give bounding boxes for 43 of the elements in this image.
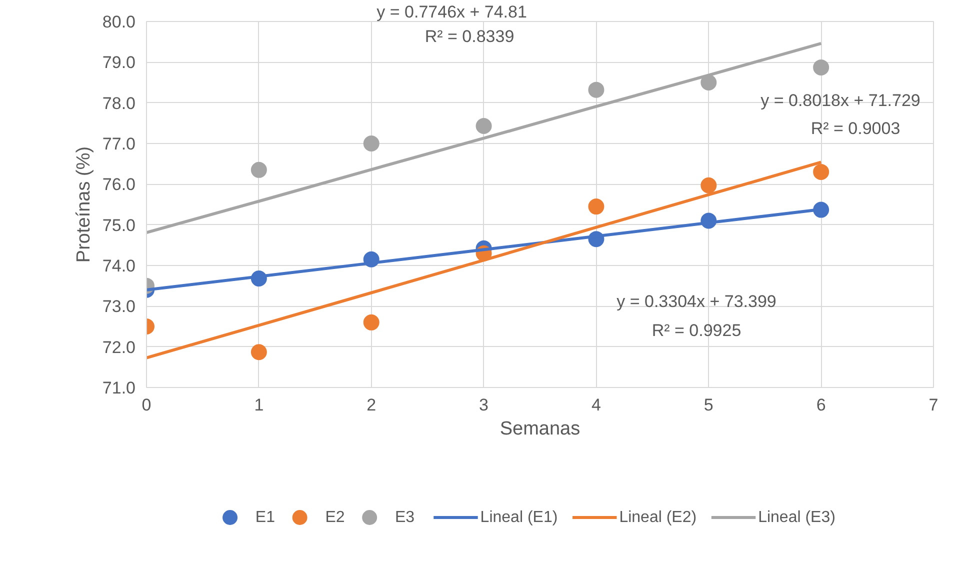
x-tick-label: 1 <box>254 396 264 414</box>
point <box>813 164 830 180</box>
x-tick-label: 0 <box>142 396 152 414</box>
y-tick-label: 75.0 <box>102 216 136 235</box>
x-tick-label: 3 <box>479 396 489 414</box>
y-tick-label: 77.0 <box>102 134 136 154</box>
point <box>813 59 830 76</box>
point <box>250 344 267 360</box>
legend-label: E2 <box>325 509 345 526</box>
annotation: R² = 0.9925 <box>652 321 742 340</box>
y-axis-title: Proteínas (%) <box>73 146 94 263</box>
y-tick-label: 74.0 <box>102 256 136 276</box>
point <box>363 136 380 152</box>
point <box>700 74 717 90</box>
point <box>588 198 604 215</box>
annotation: y = 0.3304x + 73.399 <box>616 292 776 311</box>
x-tick-label: 4 <box>591 396 601 414</box>
x-tick-label: 5 <box>704 396 714 414</box>
y-tick-label: 78.0 <box>102 94 136 113</box>
point <box>588 82 604 98</box>
y-tick-label: 71.0 <box>102 378 136 398</box>
y-tick-label: 76.0 <box>102 175 136 194</box>
x-tick-label: 7 <box>928 396 938 414</box>
text: y = 0.7746x + 74.81 <box>376 2 527 22</box>
legend-label: E1 <box>255 509 276 526</box>
point <box>363 314 380 330</box>
y-tick-label: 79.0 <box>102 53 136 72</box>
legend-label: Lineal (E1) <box>480 509 558 526</box>
y-tick-label: 72.0 <box>102 338 136 357</box>
point <box>250 162 267 178</box>
y-tick-label: 73.0 <box>102 297 136 316</box>
point <box>476 118 492 134</box>
annotation: R² = 0.9003 <box>810 119 900 138</box>
legend-label: E3 <box>394 509 415 526</box>
annotation: y = 0.8018x + 71.729 <box>760 91 920 110</box>
legend-label: Lineal (E3) <box>758 509 836 526</box>
annotation: R² = 0.8339 <box>424 27 514 46</box>
x-tick-label: 6 <box>816 396 826 414</box>
x-axis-title: Semanas <box>500 418 580 440</box>
legend-label: Lineal (E2) <box>619 509 697 526</box>
x-tick-label: 2 <box>366 396 376 414</box>
y-tick-label: 80.0 <box>102 12 136 32</box>
point <box>700 177 717 194</box>
